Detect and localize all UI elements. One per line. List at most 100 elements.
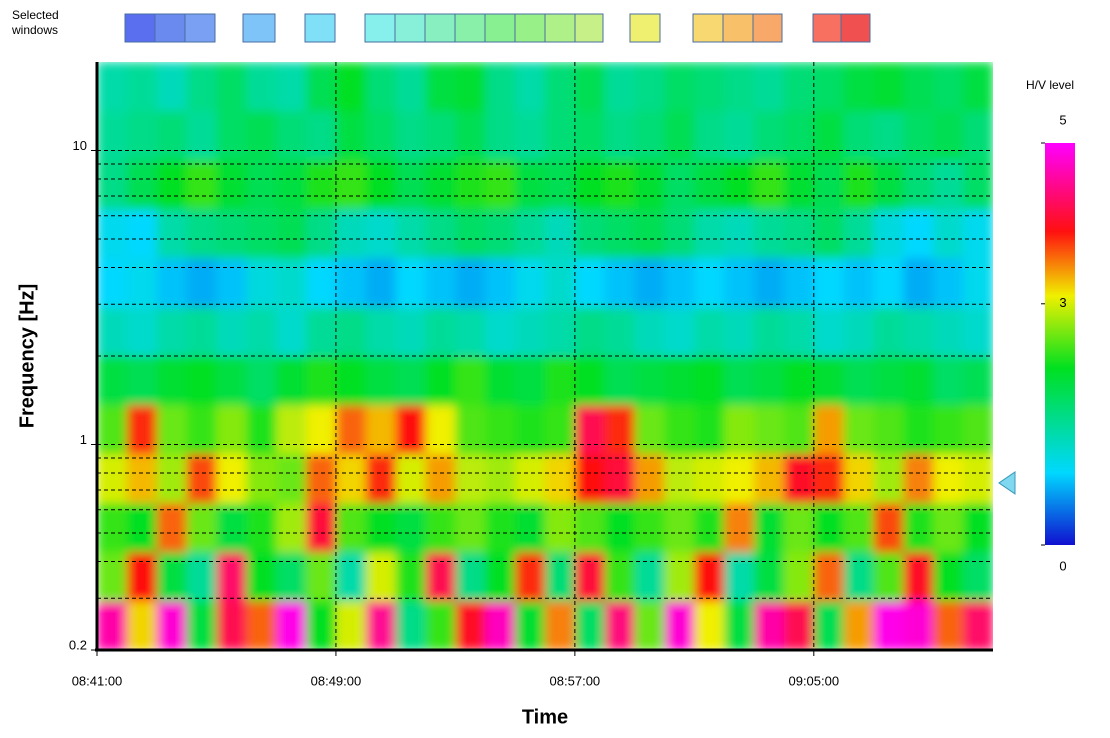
heatmap-cell	[395, 355, 427, 406]
heatmap-cell	[126, 159, 158, 210]
heatmap-cell	[156, 453, 188, 504]
heatmap-cell	[933, 453, 964, 504]
heatmap-cell	[843, 257, 875, 308]
heatmap-cell	[126, 551, 158, 602]
heatmap-cell	[903, 208, 934, 259]
heatmap-cell	[843, 62, 875, 112]
heatmap-cell	[724, 257, 755, 308]
heatmap-cell	[634, 453, 665, 504]
heatmap-cell	[604, 306, 636, 357]
heatmap-cell	[754, 306, 785, 357]
heatmap-cell	[186, 404, 217, 455]
heatmap-cell	[246, 404, 277, 455]
heatmap-cell	[694, 306, 725, 357]
heatmap-cell	[276, 600, 307, 650]
colorbar-title: H/V level	[1026, 78, 1074, 92]
selected-windows	[124, 13, 871, 43]
heatmap-cell	[276, 306, 307, 357]
heatmap-cell	[395, 257, 427, 308]
heatmap-cell	[604, 62, 636, 112]
heatmap-cell	[813, 453, 845, 504]
heatmap-cell	[963, 600, 993, 650]
heatmap-cell	[634, 159, 665, 210]
heatmap-cell	[246, 453, 277, 504]
heatmap-cell	[963, 110, 993, 161]
heatmap-cell	[813, 551, 845, 602]
heatmap-cell	[186, 110, 217, 161]
heatmap-cell	[783, 453, 815, 504]
heatmap-cell	[783, 159, 815, 210]
heatmap-cell	[425, 110, 456, 161]
heatmap-cell	[724, 355, 755, 406]
heatmap-cell	[515, 110, 546, 161]
heatmap-cell	[335, 159, 367, 210]
heatmap-cell	[515, 502, 546, 553]
heatmap-cell	[306, 257, 337, 308]
heatmap-cell	[545, 306, 576, 357]
heatmap-cell	[186, 208, 217, 259]
heatmap-cell	[933, 355, 964, 406]
heatmap-cell	[455, 159, 486, 210]
heatmap-cell	[574, 600, 606, 650]
heatmap-cell	[903, 355, 934, 406]
heatmap-cell	[813, 159, 845, 210]
heatmap-cell	[455, 306, 486, 357]
heatmap-cell	[754, 110, 785, 161]
heatmap-cell	[186, 453, 217, 504]
heatmap-cell	[186, 600, 217, 650]
heatmap-cell	[186, 551, 217, 602]
heatmap-cell	[545, 208, 576, 259]
heatmap-cell	[694, 62, 725, 112]
heatmap-cell	[664, 110, 695, 161]
heatmap-cell	[843, 208, 875, 259]
heatmap-cell	[933, 404, 964, 455]
heatmap-cell	[664, 62, 695, 112]
y-axis-title: Frequency [Hz]	[16, 284, 38, 428]
heatmap-cell	[754, 600, 785, 650]
heatmap-cell	[963, 404, 993, 455]
heatmap-cell	[455, 404, 486, 455]
heatmap-cell	[365, 355, 397, 406]
heatmap-cell	[545, 110, 576, 161]
heatmap-cell	[455, 502, 486, 553]
heatmap-cell	[873, 257, 904, 308]
heatmap-cell	[515, 159, 546, 210]
heatmap-cell	[574, 453, 606, 504]
heatmap-cell	[963, 355, 993, 406]
heatmap-cell	[574, 62, 606, 112]
heatmap-cell	[843, 355, 875, 406]
heatmap-cell	[843, 453, 875, 504]
heatmap-cell	[216, 306, 247, 357]
heatmap-cell	[933, 306, 964, 357]
heatmap-cell	[335, 110, 367, 161]
x-axis-title: Time	[522, 706, 568, 728]
heatmap-cell	[813, 502, 845, 553]
heatmap-cell	[97, 257, 128, 308]
heatmap-cell	[933, 257, 964, 308]
heatmap-cell	[933, 62, 964, 112]
heatmap-cell	[963, 62, 993, 112]
heatmap-cell	[574, 404, 606, 455]
heatmap-cell	[783, 110, 815, 161]
heatmap-cell	[306, 306, 337, 357]
heatmap-cell	[395, 159, 427, 210]
heatmap-cell	[634, 551, 665, 602]
heatmap-cell	[97, 62, 128, 112]
heatmap-cell	[156, 551, 188, 602]
heatmap-cell	[97, 551, 128, 602]
heatmap-cell	[574, 257, 606, 308]
heatmap-cell	[365, 159, 397, 210]
heatmap-cell	[903, 62, 934, 112]
heatmap-cell	[156, 62, 188, 112]
heatmap-cell	[515, 453, 546, 504]
heatmap-cell	[97, 208, 128, 259]
colorbar	[1045, 143, 1075, 545]
heatmap-cell	[395, 110, 427, 161]
heatmap-cell	[873, 355, 904, 406]
heatmap-cell	[933, 600, 964, 650]
heatmap-cell	[604, 453, 636, 504]
heatmap-cell	[395, 62, 427, 112]
heatmap-cell	[574, 502, 606, 553]
heatmap-cell	[574, 159, 606, 210]
